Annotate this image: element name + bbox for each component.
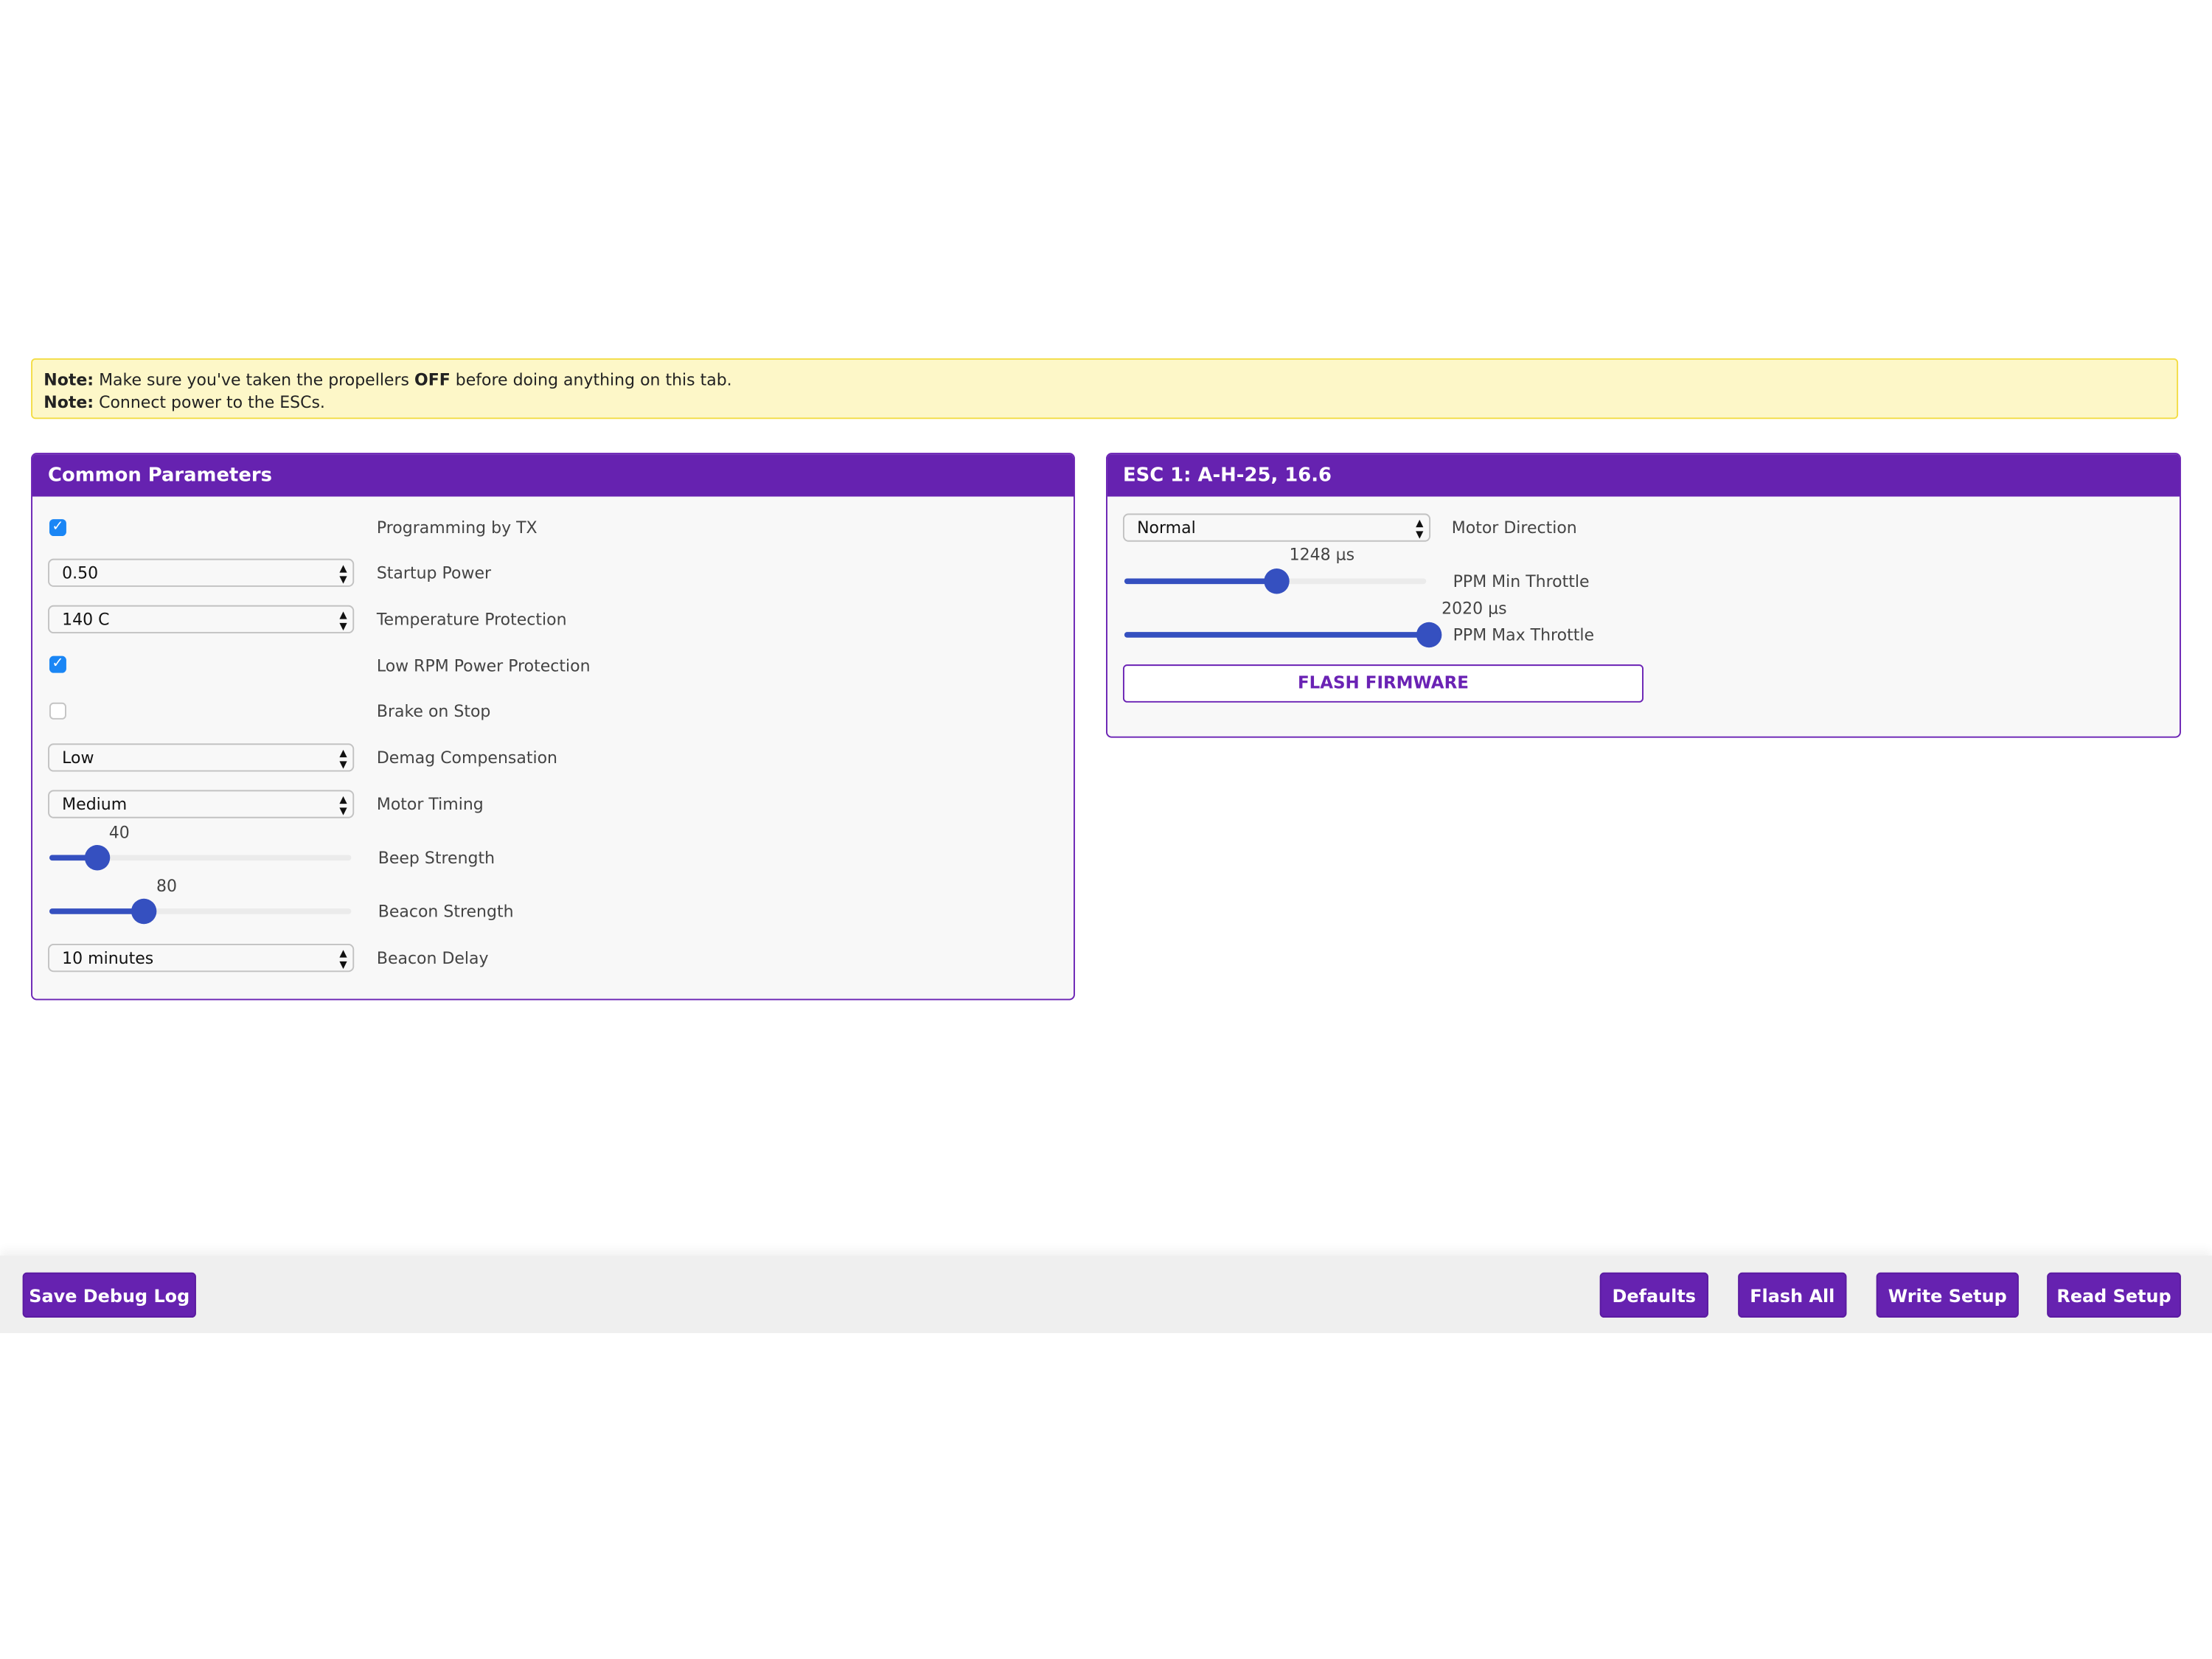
checkmark-icon: ✓	[52, 519, 64, 535]
label: Programming by TX	[376, 518, 538, 538]
read-setup-button[interactable]: Read Setup	[2047, 1272, 2181, 1318]
updown-arrows-icon: ▲ ▼	[339, 609, 347, 633]
demag-compensation-select[interactable]: Low ▲ ▼	[48, 743, 355, 772]
flash-all-button[interactable]: Flash All	[1738, 1272, 1847, 1318]
save-debug-log-button[interactable]: Save Debug Log	[22, 1272, 196, 1318]
warning-note: Note: Make sure you've taken the propell…	[31, 358, 2179, 420]
ppm-min-throttle-slider[interactable]: 1248 µs	[1124, 545, 1427, 594]
defaults-button[interactable]: Defaults	[1599, 1272, 1708, 1318]
label: Beacon Strength	[378, 901, 514, 922]
slider-thumb[interactable]	[83, 845, 110, 871]
write-setup-button[interactable]: Write Setup	[1876, 1272, 2019, 1318]
panel-title: Common Parameters	[32, 454, 1074, 497]
note-prefix: Note:	[44, 392, 94, 412]
startup-power-select[interactable]: 0.50 ▲ ▼	[48, 558, 355, 587]
select-value: Medium	[62, 794, 128, 814]
slider-fill	[49, 855, 97, 861]
esc-1-panel: ESC 1: A-H-25, 16.6 Normal ▲ ▼ Motor Direc…	[1106, 453, 2181, 738]
select-value: Normal	[1137, 518, 1196, 538]
slider-track[interactable]	[49, 908, 352, 914]
motor-timing-select[interactable]: Medium ▲ ▼	[48, 790, 355, 818]
beep-strength-slider[interactable]: 40	[49, 822, 352, 871]
beacon-delay-select[interactable]: 10 minutes ▲ ▼	[48, 943, 355, 973]
label: Beep Strength	[378, 847, 495, 868]
note-propellers: Note: Make sure you've taken the propell…	[44, 368, 2166, 391]
note-text: Make sure you've taken the propellers	[94, 369, 414, 390]
note-bold: OFF	[414, 369, 451, 390]
motor-direction-select[interactable]: Normal ▲ ▼	[1122, 513, 1431, 542]
note-prefix: Note:	[44, 369, 94, 390]
select-value: 0.50	[62, 563, 99, 583]
select-value: 10 minutes	[62, 947, 154, 968]
label: PPM Min Throttle	[1453, 571, 1590, 591]
slider-thumb[interactable]	[131, 898, 157, 925]
slider-fill	[1124, 578, 1277, 585]
slider-value: 40	[108, 822, 130, 843]
brake-on-stop-checkbox[interactable]	[49, 702, 66, 720]
footer-toolbar: Save Debug Log Defaults Flash All Write …	[0, 1255, 2212, 1334]
slider-fill	[49, 908, 145, 914]
panel-title: ESC 1: A-H-25, 16.6	[1107, 454, 2180, 497]
updown-arrows-icon: ▲ ▼	[339, 794, 347, 817]
select-value: Low	[62, 748, 94, 768]
note-text: before doing anything on this tab.	[450, 369, 732, 390]
label: Motor Timing	[376, 794, 484, 814]
label: Temperature Protection	[376, 609, 567, 630]
label: Demag Compensation	[376, 748, 558, 768]
flash-firmware-button[interactable]: FLASH FIRMWARE	[1122, 664, 1644, 703]
updown-arrows-icon: ▲ ▼	[339, 947, 347, 971]
label: Motor Direction	[1451, 518, 1577, 538]
low-rpm-power-protection-checkbox[interactable]: ✓	[49, 655, 66, 673]
beacon-strength-slider[interactable]: 80	[49, 876, 352, 925]
temperature-protection-select[interactable]: 140 C ▲ ▼	[48, 605, 355, 634]
checkmark-icon: ✓	[52, 655, 64, 672]
slider-thumb[interactable]	[1264, 568, 1290, 594]
updown-arrows-icon: ▲ ▼	[1416, 518, 1424, 540]
updown-arrows-icon: ▲ ▼	[339, 748, 347, 771]
slider-track[interactable]	[49, 855, 352, 861]
label: PPM Max Throttle	[1453, 625, 1594, 645]
slider-value: 2020 µs	[1441, 598, 1507, 619]
slider-value: 80	[156, 876, 177, 896]
slider-value: 1248 µs	[1289, 544, 1355, 565]
label: Brake on Stop	[376, 700, 491, 721]
note-text: Connect power to the ESCs.	[94, 392, 325, 412]
label: Beacon Delay	[376, 947, 489, 968]
programming-by-tx-checkbox[interactable]: ✓	[49, 519, 66, 537]
slider-thumb[interactable]	[1416, 622, 1442, 648]
label: Low RPM Power Protection	[376, 655, 591, 676]
slider-fill	[1124, 632, 1430, 638]
label: Startup Power	[376, 563, 492, 583]
select-value: 140 C	[62, 609, 110, 630]
common-parameters-panel: Common Parameters ✓ Programming by TX 0.…	[31, 453, 1075, 1001]
updown-arrows-icon: ▲ ▼	[339, 563, 347, 586]
note-power: Note: Connect power to the ESCs.	[44, 391, 2166, 414]
ppm-max-throttle-slider[interactable]: 2020 µs	[1124, 598, 1507, 648]
